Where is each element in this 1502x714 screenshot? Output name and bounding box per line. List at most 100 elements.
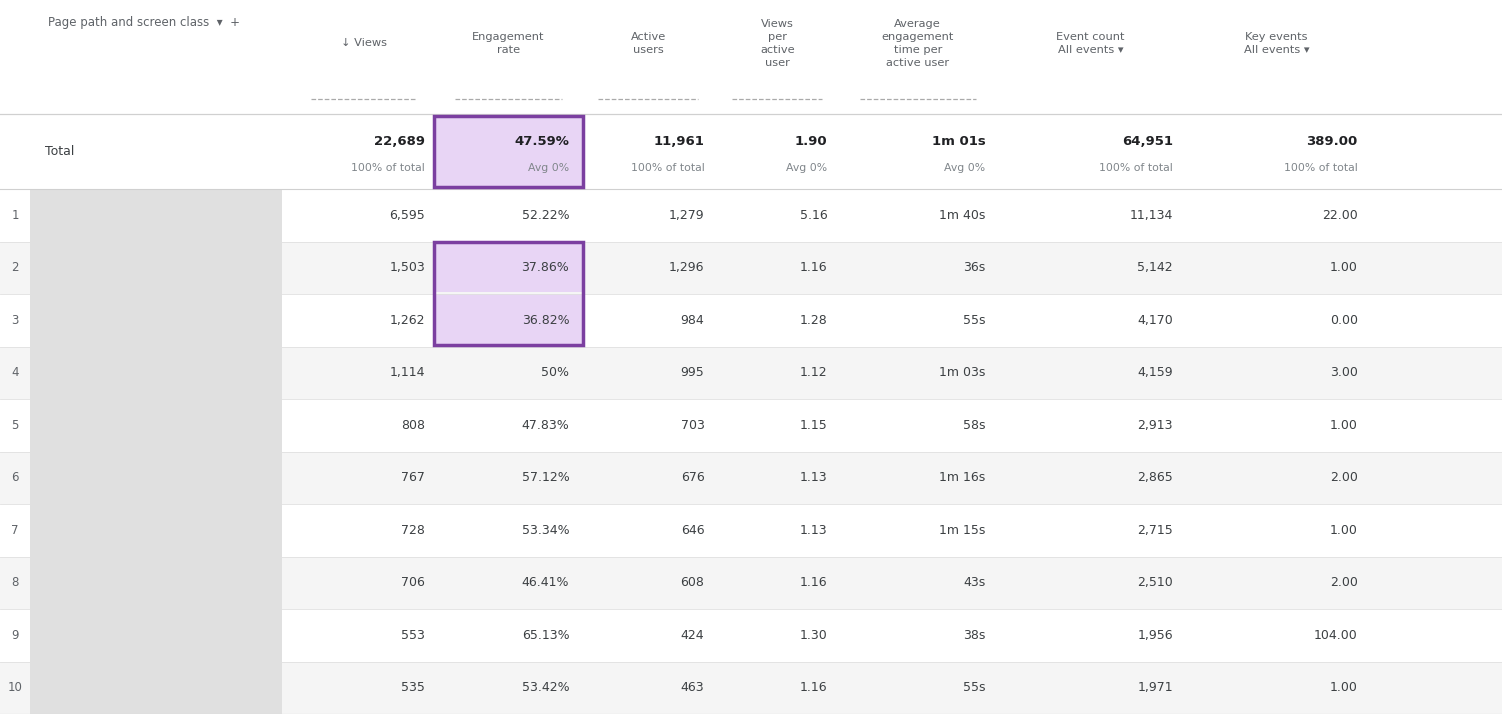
Text: 50%: 50% — [541, 366, 569, 379]
Text: 463: 463 — [680, 681, 704, 694]
Text: 1.30: 1.30 — [801, 629, 828, 642]
Text: 46.41%: 46.41% — [521, 576, 569, 589]
Bar — [0, 452, 1502, 504]
Text: 2.00: 2.00 — [1329, 576, 1358, 589]
Bar — [434, 116, 583, 187]
Text: Avg 0%: Avg 0% — [945, 164, 985, 174]
Bar — [0, 0, 1502, 114]
Text: 0.00: 0.00 — [1329, 314, 1358, 327]
Text: 3.00: 3.00 — [1329, 366, 1358, 379]
Text: 57.12%: 57.12% — [521, 471, 569, 484]
Text: 1m 01s: 1m 01s — [931, 135, 985, 148]
Text: 55s: 55s — [963, 314, 985, 327]
Text: 22.00: 22.00 — [1322, 209, 1358, 222]
Text: 1.13: 1.13 — [801, 524, 828, 537]
Text: 2,715: 2,715 — [1137, 524, 1173, 537]
Text: Page path and screen class  ▾  +: Page path and screen class ▾ + — [48, 16, 240, 29]
Text: 1.16: 1.16 — [801, 576, 828, 589]
Bar — [0, 661, 1502, 714]
Text: 43s: 43s — [963, 576, 985, 589]
Text: 1.00: 1.00 — [1329, 524, 1358, 537]
Text: 58s: 58s — [963, 419, 985, 432]
Text: 1.16: 1.16 — [801, 681, 828, 694]
Bar — [30, 294, 282, 347]
Text: Engagement
rate: Engagement rate — [472, 32, 545, 55]
Text: 37.86%: 37.86% — [521, 261, 569, 274]
Bar — [0, 294, 1502, 347]
Text: 1,296: 1,296 — [668, 261, 704, 274]
Text: 808: 808 — [401, 419, 425, 432]
Text: 4: 4 — [12, 366, 18, 379]
Text: 100% of total: 100% of total — [351, 164, 425, 174]
Text: 100% of total: 100% of total — [1284, 164, 1358, 174]
Text: 4,159: 4,159 — [1137, 366, 1173, 379]
Text: 36s: 36s — [963, 261, 985, 274]
Text: 64,951: 64,951 — [1122, 135, 1173, 148]
Text: 995: 995 — [680, 366, 704, 379]
Text: 2,510: 2,510 — [1137, 576, 1173, 589]
Text: 53.34%: 53.34% — [521, 524, 569, 537]
Text: 10: 10 — [8, 681, 23, 694]
Bar — [30, 609, 282, 661]
Bar — [434, 116, 583, 187]
Bar — [0, 399, 1502, 452]
Text: 9: 9 — [12, 629, 18, 642]
Text: 1.00: 1.00 — [1329, 681, 1358, 694]
Text: 2,913: 2,913 — [1137, 419, 1173, 432]
Text: Key events
All events ▾: Key events All events ▾ — [1244, 32, 1310, 55]
Text: 65.13%: 65.13% — [521, 629, 569, 642]
Text: 1,114: 1,114 — [389, 366, 425, 379]
Text: Average
engagement
time per
active user: Average engagement time per active user — [882, 19, 954, 68]
Text: 676: 676 — [680, 471, 704, 484]
Bar — [434, 242, 583, 345]
Bar — [30, 452, 282, 504]
Text: 1,262: 1,262 — [389, 314, 425, 327]
Text: 389.00: 389.00 — [1307, 135, 1358, 148]
Text: 1m 03s: 1m 03s — [939, 366, 985, 379]
Bar — [30, 504, 282, 557]
Text: 47.59%: 47.59% — [514, 135, 569, 148]
Text: 1,956: 1,956 — [1137, 629, 1173, 642]
Bar — [0, 557, 1502, 609]
Text: 4,170: 4,170 — [1137, 314, 1173, 327]
Text: 52.22%: 52.22% — [521, 209, 569, 222]
Bar — [30, 399, 282, 452]
Bar — [0, 242, 1502, 294]
Text: 1m 15s: 1m 15s — [939, 524, 985, 537]
Text: 1,279: 1,279 — [668, 209, 704, 222]
Bar — [30, 347, 282, 399]
Text: Avg 0%: Avg 0% — [529, 164, 569, 174]
Text: Views
per
active
user: Views per active user — [760, 19, 795, 68]
Bar — [30, 661, 282, 714]
Text: 424: 424 — [680, 629, 704, 642]
Text: 7: 7 — [12, 524, 18, 537]
Text: 47.83%: 47.83% — [521, 419, 569, 432]
Bar — [434, 242, 583, 292]
Text: 100% of total: 100% of total — [631, 164, 704, 174]
Text: 1,971: 1,971 — [1137, 681, 1173, 694]
Bar — [30, 242, 282, 294]
Text: 22,689: 22,689 — [374, 135, 425, 148]
Text: Total: Total — [45, 145, 75, 159]
Bar — [0, 609, 1502, 661]
Text: 553: 553 — [401, 629, 425, 642]
Text: 1m 40s: 1m 40s — [939, 209, 985, 222]
Bar — [0, 347, 1502, 399]
Bar — [0, 114, 1502, 189]
Text: 1: 1 — [12, 209, 18, 222]
Text: 5.16: 5.16 — [801, 209, 828, 222]
Text: 5,142: 5,142 — [1137, 261, 1173, 274]
Text: 8: 8 — [12, 576, 18, 589]
Text: ↓ Views: ↓ Views — [341, 39, 388, 49]
Text: Active
users: Active users — [631, 32, 665, 55]
Text: 1.15: 1.15 — [801, 419, 828, 432]
Bar — [30, 189, 282, 242]
Text: 11,134: 11,134 — [1130, 209, 1173, 222]
Text: 728: 728 — [401, 524, 425, 537]
Text: 2.00: 2.00 — [1329, 471, 1358, 484]
Text: 53.42%: 53.42% — [521, 681, 569, 694]
Text: 1.00: 1.00 — [1329, 261, 1358, 274]
Text: 984: 984 — [680, 314, 704, 327]
Text: 1.28: 1.28 — [801, 314, 828, 327]
Text: 2: 2 — [12, 261, 18, 274]
